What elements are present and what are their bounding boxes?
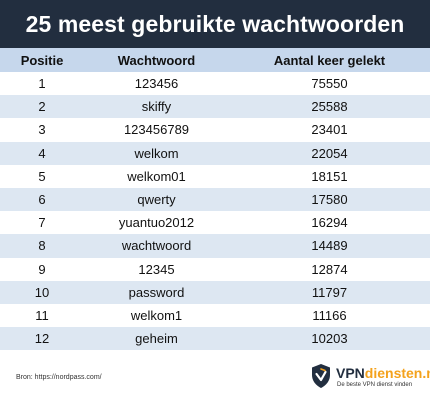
title-banner: 25 meest gebruikte wachtwoorden [0, 0, 430, 48]
position-cell: 12 [34, 331, 50, 347]
position-cell: 1 [38, 76, 46, 92]
table-header: Positie Wachtwoord Aantal keer gelekt [0, 48, 430, 72]
position-cell: 10 [34, 284, 50, 300]
position-cell: 8 [38, 238, 46, 254]
password-cell: 123456 [134, 76, 179, 92]
column-header-position: Positie [20, 52, 64, 68]
table-row: 1 123456 75550 [0, 72, 430, 96]
table-row: 10 password 11797 [0, 280, 430, 304]
shield-icon [312, 364, 330, 388]
footer: Bron: https://nordpass.com/ VPNdiensten.… [0, 356, 430, 400]
position-cell: 4 [38, 145, 46, 161]
table-row: 2 skiffy 25588 [0, 95, 430, 119]
position-cell: 9 [38, 261, 46, 277]
password-cell: yuantuo2012 [118, 215, 195, 231]
count-cell: 11166 [312, 307, 347, 323]
count-cell: 10203 [311, 331, 348, 347]
password-cell: qwerty [137, 192, 176, 208]
password-cell: 12345 [138, 261, 175, 277]
position-cell: 5 [38, 168, 46, 184]
count-cell: 75550 [311, 76, 348, 92]
count-cell: 17580 [311, 192, 348, 208]
position-cell: 6 [38, 192, 46, 208]
brand-name-rest: diensten.nl [364, 365, 430, 381]
table-row: 9 12345 12874 [0, 257, 430, 281]
column-header-password: Wachtwoord [117, 52, 196, 68]
brand-logo: VPNdiensten.nl De beste VPN dienst vinde… [310, 361, 430, 395]
password-cell: skiffy [141, 99, 172, 115]
position-cell: 2 [38, 99, 46, 115]
table-row: 4 welkom 22054 [0, 141, 430, 165]
count-cell: 11797 [311, 284, 348, 300]
password-cell: password [128, 284, 185, 300]
password-cell: welkom [134, 145, 179, 161]
password-cell: welkom1 [130, 307, 183, 323]
count-cell: 23401 [311, 122, 348, 138]
position-cell: 3 [38, 122, 46, 138]
password-cell: geheim [135, 331, 178, 347]
position-cell: 7 [38, 215, 46, 231]
password-cell: 123456789 [123, 122, 190, 138]
count-cell: 16294 [311, 215, 348, 231]
table-row: 6 qwerty 17580 [0, 187, 430, 212]
table-row: 5 welkom01 18151 [0, 164, 430, 188]
count-cell: 25588 [311, 99, 348, 115]
count-cell: 14489 [311, 238, 348, 254]
count-cell: 12874 [311, 261, 348, 277]
table-row: 3 123456789 23401 [0, 118, 430, 142]
brand-name-vpn: VPN [336, 365, 365, 381]
table-row: 12 geheim 10203 [0, 327, 430, 351]
page-title: 25 meest gebruikte wachtwoorden [25, 10, 405, 37]
source-note: Bron: https://nordpass.com/ [16, 374, 102, 381]
brand-name: VPNdiensten.nl [336, 365, 430, 381]
password-cell: welkom01 [127, 168, 186, 184]
position-cell: 11 [35, 307, 49, 323]
count-cell: 22054 [311, 145, 348, 161]
table-row: 7 yuantuo2012 16294 [0, 211, 430, 235]
count-cell: 18151 [311, 168, 348, 184]
table-row: 8 wachtwoord 14489 [0, 234, 430, 258]
brand-tagline: De beste VPN dienst vinden [337, 382, 413, 388]
table-row: 11 welkom1 11166 [0, 303, 430, 328]
table-body: 1 123456 75550 2 skiffy 25588 3 123456789 23401 4… [0, 72, 430, 351]
password-cell: wachtwoord [121, 238, 192, 254]
column-header-count: Aantal keer gelekt [273, 52, 386, 68]
